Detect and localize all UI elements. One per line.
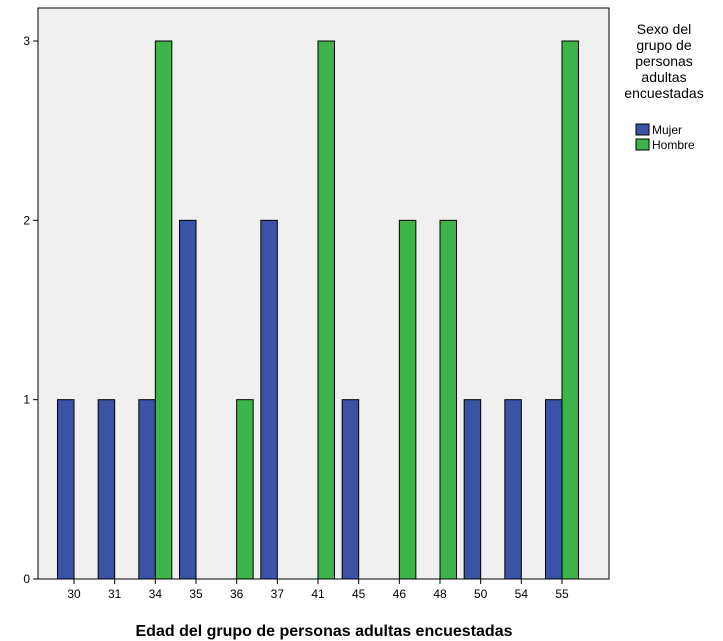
bar-hombre xyxy=(236,399,254,580)
x-tick-label: 34 xyxy=(149,587,163,601)
bar-mujer xyxy=(260,219,278,580)
legend-title-line: personas xyxy=(635,53,693,69)
legend-swatch-mujer xyxy=(635,123,650,136)
x-tick-label: 46 xyxy=(393,587,407,601)
bar-mujer xyxy=(97,399,116,580)
bar-hombre xyxy=(398,219,417,580)
legend-label-hombre: Hombre xyxy=(652,138,695,152)
y-tick-label: 3 xyxy=(23,34,30,48)
legend-title-line: grupo de xyxy=(636,37,691,53)
y-tick-label: 2 xyxy=(23,213,30,227)
y-tick-label: 1 xyxy=(23,393,30,407)
x-tick-label: 54 xyxy=(515,587,529,601)
x-tick-label: 37 xyxy=(271,587,285,601)
bar-mujer xyxy=(138,399,156,580)
legend-label-mujer: Mujer xyxy=(652,123,682,137)
x-tick-label: 48 xyxy=(433,587,447,601)
x-tick-label: 36 xyxy=(230,587,244,601)
bar-mujer xyxy=(341,399,360,580)
legend-title-line: adultas xyxy=(641,69,686,85)
bar-hombre xyxy=(561,40,579,580)
x-axis-title: Edad del grupo de personas adultas encue… xyxy=(136,623,513,640)
bar-hombre xyxy=(317,40,335,580)
x-tick-label: 30 xyxy=(67,587,81,601)
bars-group xyxy=(57,40,579,580)
bar-mujer xyxy=(545,399,563,580)
bar-mujer xyxy=(57,399,75,580)
x-tick-label: 35 xyxy=(189,587,203,601)
x-tick-label: 41 xyxy=(311,587,325,601)
y-tick-label: 0 xyxy=(23,572,30,586)
x-tick-label: 31 xyxy=(108,587,122,601)
legend-title-line: encuestadas xyxy=(624,85,703,101)
x-tick-label: 55 xyxy=(555,587,569,601)
legend-swatch-hombre xyxy=(635,138,650,151)
bar-hombre xyxy=(154,40,173,580)
x-tick-label: 45 xyxy=(352,587,366,601)
bar-hombre xyxy=(439,219,457,580)
bar-mujer xyxy=(504,399,522,580)
x-axis: 30 31 34 35 36 37 41 45 46 48 50 54 55 xyxy=(67,579,569,601)
y-axis: 0 1 2 3 xyxy=(23,34,38,586)
bar-mujer xyxy=(179,219,197,580)
x-tick-label: 50 xyxy=(474,587,488,601)
legend-title-line: Sexo del xyxy=(637,21,691,37)
bar-mujer xyxy=(463,399,482,580)
